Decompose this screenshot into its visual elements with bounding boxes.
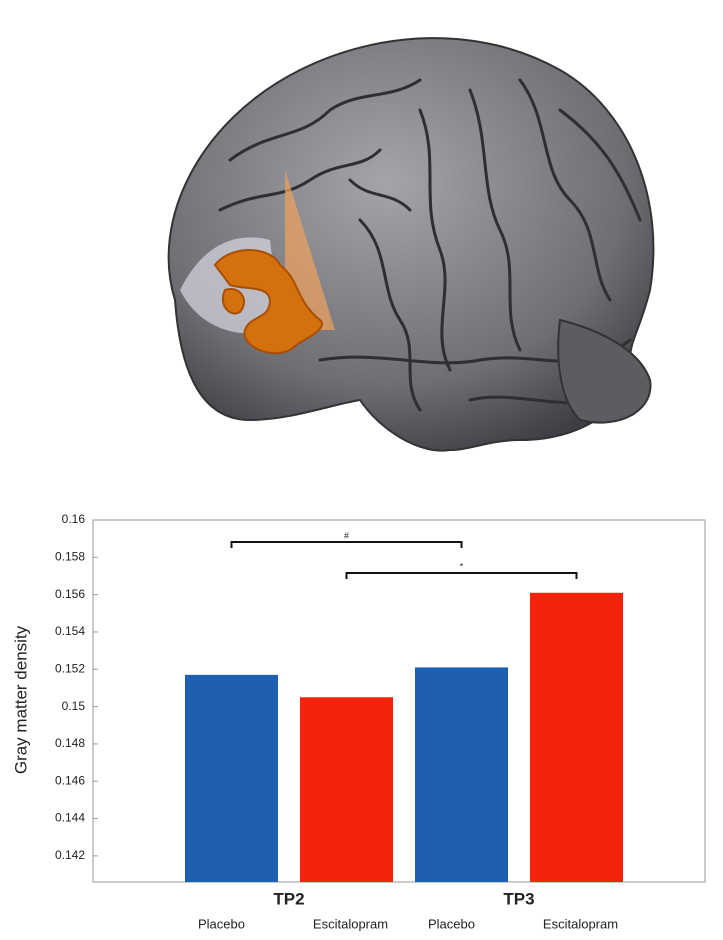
y-tick-label: 0.146 xyxy=(55,773,85,787)
series-label: Placebo xyxy=(428,916,475,931)
group-label: TP3 xyxy=(503,889,534,908)
cerebellum xyxy=(557,318,652,424)
series-label: Escitalopram xyxy=(313,916,388,931)
y-tick-label: 0.15 xyxy=(62,699,86,713)
y-tick-label: 0.156 xyxy=(55,587,85,601)
bar xyxy=(530,592,623,882)
significance-label: * xyxy=(460,561,464,571)
y-tick-label: 0.144 xyxy=(55,811,85,825)
y-tick-label: 0.158 xyxy=(55,549,85,563)
y-axis-label: Gray matter density xyxy=(11,625,30,774)
bar xyxy=(185,674,278,882)
plot-frame xyxy=(92,519,706,883)
series-label: Escitalopram xyxy=(543,916,618,931)
chart: Gray matter density 0.142 0.144 0.146 0.148… xyxy=(11,512,706,931)
y-tick-label: 0.148 xyxy=(55,736,85,750)
activation-cluster xyxy=(213,249,323,355)
brain-render xyxy=(167,37,655,452)
y-tick-label: 0.154 xyxy=(55,624,85,638)
significance-bracket xyxy=(230,541,463,548)
bar xyxy=(415,667,508,882)
significance-label: # xyxy=(344,530,349,540)
y-tick-label: 0.152 xyxy=(55,661,85,675)
series-label: Placebo xyxy=(198,916,245,931)
bar xyxy=(300,697,393,882)
y-tick-label: 0.16 xyxy=(62,512,86,526)
y-tick-label: 0.142 xyxy=(55,848,85,862)
group-label: TP2 xyxy=(273,889,304,908)
significance-bracket xyxy=(345,572,578,579)
